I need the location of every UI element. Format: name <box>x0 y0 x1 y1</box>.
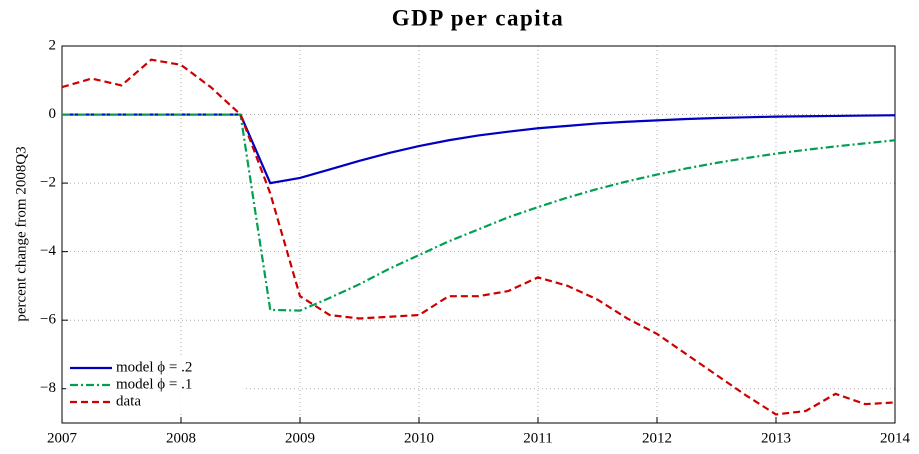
x-tick-label: 2007 <box>47 430 78 446</box>
series-line <box>62 113 896 185</box>
y-tick-label: −4 <box>40 243 56 259</box>
y-tick-label: 2 <box>49 37 57 53</box>
chart-title: GDP per capita <box>392 5 565 30</box>
x-tick-label: 2012 <box>642 430 672 446</box>
x-tick-label: 2008 <box>166 430 196 446</box>
y-axis-label: percent change from 2008Q3 <box>13 146 29 321</box>
y-tick-label: −2 <box>40 175 56 191</box>
y-tick-label: −8 <box>40 380 56 396</box>
x-tick-label: 2014 <box>880 430 911 446</box>
series-line <box>62 113 896 312</box>
plot-frame <box>61 45 896 424</box>
legend-label: model ϕ = .1 <box>116 376 192 392</box>
legend-label: model ϕ = .2 <box>116 359 192 375</box>
x-tick-label: 2011 <box>523 430 552 446</box>
x-tick-label: 2009 <box>285 430 315 446</box>
x-tick-label: 2013 <box>761 430 791 446</box>
legend-label: data <box>116 393 141 409</box>
series-line <box>61 58 896 416</box>
y-tick-label: 0 <box>49 106 57 122</box>
y-tick-label: −6 <box>40 312 56 328</box>
x-tick-label: 2010 <box>404 430 434 446</box>
